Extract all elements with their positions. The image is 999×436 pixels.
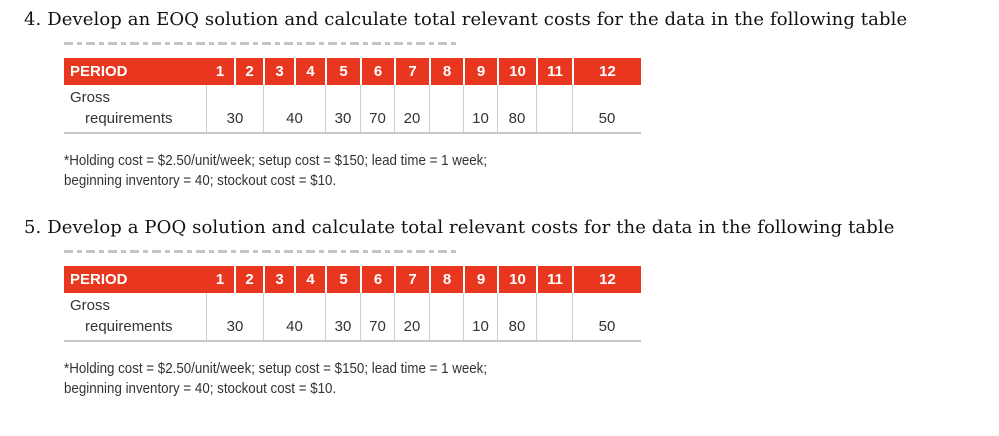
period-header: 12 xyxy=(572,266,641,293)
value-cell xyxy=(429,293,463,340)
value-text: 20 xyxy=(403,318,421,335)
value-text: 80 xyxy=(508,318,526,335)
value-text: 30 xyxy=(226,110,244,127)
period-header: 8 xyxy=(429,58,463,85)
period-header: 7 xyxy=(394,266,429,293)
period-header: 5 xyxy=(325,58,360,85)
value-cell: 10 xyxy=(463,293,497,340)
value-cell: 70 xyxy=(360,293,394,340)
value-cell xyxy=(536,85,572,132)
period-header: 3 xyxy=(263,266,294,293)
value-text: 50 xyxy=(598,110,616,127)
row-label-line2: requirements xyxy=(85,110,173,127)
gross-requirements-row: Gross requirements 30 40 30 70 20 10 80 … xyxy=(64,293,641,342)
value-cell: 30 xyxy=(206,85,263,132)
value-text: 70 xyxy=(369,110,386,127)
value-text: 30 xyxy=(334,110,352,127)
requirements-table: PERIOD 1 2 3 4 5 6 7 8 9 10 11 12 Gross … xyxy=(64,266,641,342)
value-text: 80 xyxy=(508,110,526,127)
value-cell: 30 xyxy=(325,85,360,132)
footnote: *Holding cost = $2.50/unit/week; setup c… xyxy=(64,151,487,191)
period-header: 3 xyxy=(263,58,294,85)
value-text: 70 xyxy=(369,318,386,335)
value-text: 20 xyxy=(403,110,421,127)
cropped-caption-line xyxy=(64,250,457,253)
value-cell: 30 xyxy=(206,293,263,340)
period-header: 4 xyxy=(294,266,325,293)
row-label-line2: requirements xyxy=(85,318,173,335)
row-label: Gross requirements xyxy=(64,85,206,132)
value-cell: 40 xyxy=(263,85,325,132)
value-text: 40 xyxy=(286,110,303,127)
value-cell: 70 xyxy=(360,85,394,132)
period-header: 2 xyxy=(234,58,263,85)
period-header: 9 xyxy=(463,58,497,85)
table-header-row: PERIOD 1 2 3 4 5 6 7 8 9 10 11 12 xyxy=(64,58,641,85)
row-label: Gross requirements xyxy=(64,293,206,340)
header-label: PERIOD xyxy=(70,63,128,80)
period-header: 2 xyxy=(234,266,263,293)
period-header: 1 xyxy=(215,271,225,288)
problem-heading: 5. Develop a POQ solution and calculate … xyxy=(24,217,895,238)
footnote-line1: *Holding cost = $2.50/unit/week; setup c… xyxy=(64,361,488,377)
value-cell: 80 xyxy=(497,85,536,132)
value-cell: 50 xyxy=(572,293,641,340)
gross-requirements-row: Gross requirements 30 40 30 70 20 10 80 … xyxy=(64,85,641,134)
value-cell: 20 xyxy=(394,85,429,132)
value-cell: 40 xyxy=(263,293,325,340)
header-label: PERIOD xyxy=(70,271,128,288)
period-header: 8 xyxy=(429,266,463,293)
period-header: 6 xyxy=(360,58,394,85)
problem-heading: 4. Develop an EOQ solution and calculate… xyxy=(24,9,908,30)
value-cell xyxy=(536,293,572,340)
value-text: 30 xyxy=(226,318,244,335)
value-cell: 10 xyxy=(463,85,497,132)
value-cell: 50 xyxy=(572,85,641,132)
table-header-row: PERIOD 1 2 3 4 5 6 7 8 9 10 11 12 xyxy=(64,266,641,293)
period-header: 10 xyxy=(497,58,536,85)
period-header: 7 xyxy=(394,58,429,85)
footnote-line1: *Holding cost = $2.50/unit/week; setup c… xyxy=(64,153,488,169)
cropped-caption-line xyxy=(64,42,457,45)
row-label-line1: Gross xyxy=(70,89,111,106)
value-text: 30 xyxy=(334,318,352,335)
row-label-line1: Gross xyxy=(70,297,111,314)
period-header: 10 xyxy=(497,266,536,293)
footnote: *Holding cost = $2.50/unit/week; setup c… xyxy=(64,359,487,399)
period-header: 5 xyxy=(325,266,360,293)
period-header: 9 xyxy=(463,266,497,293)
requirements-table: PERIOD 1 2 3 4 5 6 7 8 9 10 11 12 Gross … xyxy=(64,58,641,134)
footnote-line2: beginning inventory = 40; stockout cost … xyxy=(64,173,337,189)
period-header: 4 xyxy=(294,58,325,85)
value-cell: 80 xyxy=(497,293,536,340)
period-header: 11 xyxy=(536,58,572,85)
value-text: 10 xyxy=(472,318,489,335)
footnote-line2: beginning inventory = 40; stockout cost … xyxy=(64,381,337,397)
period-header: 1 xyxy=(215,63,225,80)
value-text: 40 xyxy=(286,318,303,335)
period-header: 11 xyxy=(536,266,572,293)
value-cell: 30 xyxy=(325,293,360,340)
value-cell: 20 xyxy=(394,293,429,340)
period-header: 12 xyxy=(572,58,641,85)
value-text: 50 xyxy=(598,318,616,335)
value-cell xyxy=(429,85,463,132)
period-header: 6 xyxy=(360,266,394,293)
value-text: 10 xyxy=(472,110,489,127)
